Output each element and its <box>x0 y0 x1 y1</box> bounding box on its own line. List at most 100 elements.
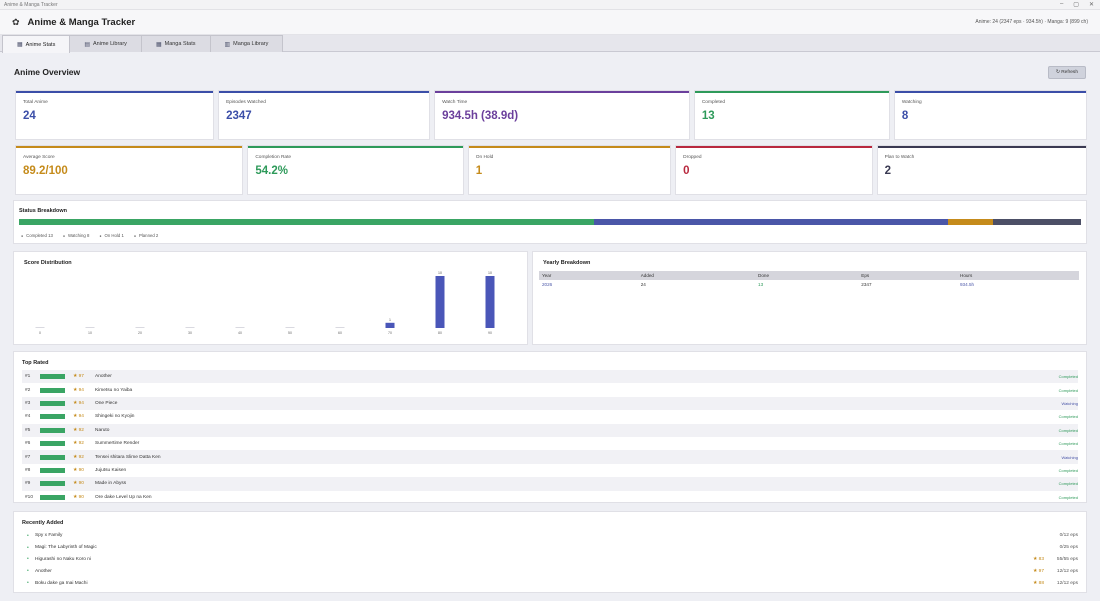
yearly-table: Year Added Done Eps Hours 2026 24 13 2347 934.5h <box>539 271 1079 289</box>
score-bar-indicator <box>40 481 65 487</box>
score-bar <box>435 276 445 328</box>
tab-label: Manga Stats <box>164 41 196 47</box>
score-distribution-chart: 0 10 20 30 40 50 60 1 70 10 80 10 90 <box>35 271 495 335</box>
minimize-icon[interactable]: – <box>1059 1 1064 7</box>
top-rated-row[interactable]: #8 ★ 90 Jujutsu Kaisen Completed <box>22 464 1078 477</box>
episodes-label: 0/25 eps <box>1059 545 1078 551</box>
rank-label: #1 <box>25 374 31 380</box>
bullet-icon: • <box>27 532 29 539</box>
score-bar <box>185 327 195 328</box>
x-tick-label: 20 <box>138 331 142 335</box>
stat-label: Watch Time <box>442 100 468 105</box>
score-bar-indicator <box>40 454 65 460</box>
recently-added-title: Recently Added <box>22 520 64 526</box>
top-rated-row[interactable]: #1 ★ 97 Another Completed <box>22 370 1078 384</box>
recent-row[interactable]: • Boku dake ga Inai Machi ★ 88 12/12 eps <box>22 577 1078 589</box>
score-label: ★ 92 <box>73 427 84 433</box>
tab-manga-library[interactable]: ▥ Manga Library <box>209 35 284 52</box>
stat-card-watch-time: Watch Time 934.5h (38.9d) <box>435 91 689 139</box>
status-breakdown-title: Status Breakdown <box>19 208 67 214</box>
score-bar <box>235 327 245 328</box>
bullet-icon: • <box>27 544 29 551</box>
app-title: Anime & Manga Tracker <box>27 16 136 28</box>
refresh-button[interactable]: ↻ Refresh <box>1047 65 1086 79</box>
stats-row-1: Total Anime 24 Episodes Watched 2347 Watch T… <box>16 91 1086 139</box>
maximize-icon[interactable]: ▢ <box>1073 2 1079 8</box>
window-titlebar: Anime & Manga Tracker – ▢ ✕ <box>0 0 1100 10</box>
title-label: Boku dake ga Inai Machi <box>35 580 88 586</box>
yearly-col-header: Eps <box>858 271 957 280</box>
top-rated-row[interactable]: #2 ★ 94 Kimetsu no Yaiba Completed <box>22 383 1078 396</box>
recent-row[interactable]: • Higurashi no Naku Koro ni ★ 83 55/55 eps <box>22 554 1078 566</box>
top-rated-row[interactable]: #10 ★ 90 Ore dake Level Up na Ken Completed <box>22 491 1078 504</box>
score-distribution-title: Score Distribution <box>24 260 72 266</box>
top-rated-panel: Top Rated #1 ★ 97 Another Completed #2 ★ 94 Ki… <box>14 352 1086 502</box>
tab-icon: ▤ <box>84 41 90 48</box>
status-legend: Completed 13 Watching 8 On Hold 1 Planned 2 <box>19 233 1081 238</box>
title-label: Naruto <box>95 427 110 433</box>
title-label: Summertime Render <box>95 441 140 447</box>
stat-label: Average Score <box>23 155 55 160</box>
status-label: Completed <box>1058 494 1078 500</box>
tab-anime-stats[interactable]: ▦ Anime Stats <box>2 35 71 53</box>
score-bar-indicator <box>40 467 65 473</box>
stat-label: On Hold <box>475 155 494 160</box>
top-rated-row[interactable]: #6 ★ 92 Summertime Render Completed <box>22 437 1078 450</box>
table-row: 2026 24 13 2347 934.5h <box>539 280 1079 289</box>
recent-row[interactable]: • Another ★ 97 12/12 eps <box>22 565 1078 577</box>
yearly-cell: 13 <box>758 282 764 287</box>
recent-row[interactable]: • Spy x Family 0/12 eps <box>22 530 1078 542</box>
status-label: Completed <box>1058 481 1078 487</box>
score-bar-indicator <box>40 441 65 447</box>
yearly-col-header: Done <box>755 271 859 280</box>
stat-value: 8 <box>901 110 909 122</box>
score-bar-indicator <box>40 374 65 380</box>
x-tick-label: 70 <box>388 331 392 335</box>
title-label: Higurashi no Naku Koro ni <box>35 556 91 562</box>
bullet-icon: • <box>27 568 29 575</box>
status-segment <box>594 219 949 225</box>
top-rated-row[interactable]: #5 ★ 92 Naruto Completed <box>22 423 1078 437</box>
stat-card-on-hold: On Hold 1 <box>468 146 671 194</box>
page-title: Anime Overview <box>14 67 81 77</box>
yearly-cell: 2347 <box>861 282 872 287</box>
score-label: ★ 92 <box>73 441 84 447</box>
top-rated-row[interactable]: #9 ★ 90 Made in Abyss Completed <box>22 477 1078 491</box>
tab-icon: ▥ <box>224 41 231 48</box>
x-tick-label: 0 <box>39 331 41 335</box>
stat-label: Plan to Watch <box>884 155 915 160</box>
rank-label: #7 <box>25 454 31 460</box>
tab-manga-stats[interactable]: ▦ Manga Stats <box>140 35 211 52</box>
episodes-label: 0/12 eps <box>1059 533 1078 539</box>
tab-icon: ▦ <box>155 41 162 48</box>
status-legend-item: Planned 2 <box>132 233 158 238</box>
stat-card-episodes-watched: Episodes Watched 2347 <box>219 91 430 139</box>
x-tick-label: 40 <box>238 331 242 335</box>
rank-label: #2 <box>25 387 31 393</box>
score-bar <box>485 276 495 328</box>
close-icon[interactable]: ✕ <box>1088 2 1094 8</box>
score-label: ★ 94 <box>73 387 84 393</box>
rank-label: #4 <box>25 414 31 420</box>
score-bar <box>135 327 145 328</box>
yearly-breakdown-title: Yearly Breakdown <box>543 260 591 266</box>
yearly-col-header: Added <box>637 271 756 280</box>
status-legend-item: Completed 13 <box>19 233 53 238</box>
tab-anime-library[interactable]: ▤ Anime Library <box>69 35 142 52</box>
top-rated-row[interactable]: #7 ★ 92 Tensei shitara Slime Datta Ken Watc… <box>22 450 1078 464</box>
status-label: Completed <box>1058 414 1078 420</box>
app-header: ✿ Anime & Manga Tracker Anime: 24 (2347 … <box>0 10 1100 35</box>
title-label: Magi: The Labyrinth of Magic <box>35 545 97 551</box>
top-rated-row[interactable]: #3 ★ 94 One Piece Watching <box>22 396 1078 411</box>
rank-label: #3 <box>25 400 31 406</box>
top-rated-row[interactable]: #4 ★ 94 Shingeki no Kyojin Completed <box>22 410 1078 423</box>
recent-row[interactable]: • Magi: The Labyrinth of Magic 0/25 eps <box>22 542 1078 554</box>
score-bar-indicator <box>40 414 65 420</box>
score-bar-indicator <box>40 494 65 500</box>
status-breakdown-panel: Status Breakdown Completed 13 Watching 8 O… <box>14 201 1086 243</box>
status-label: Completed <box>1058 374 1078 380</box>
title-label: Ore dake Level Up na Ken <box>95 494 152 500</box>
stat-card-completion-rate: Completion Rate 54.2% <box>248 146 463 194</box>
status-bar <box>19 219 1081 225</box>
status-segment <box>19 219 595 225</box>
